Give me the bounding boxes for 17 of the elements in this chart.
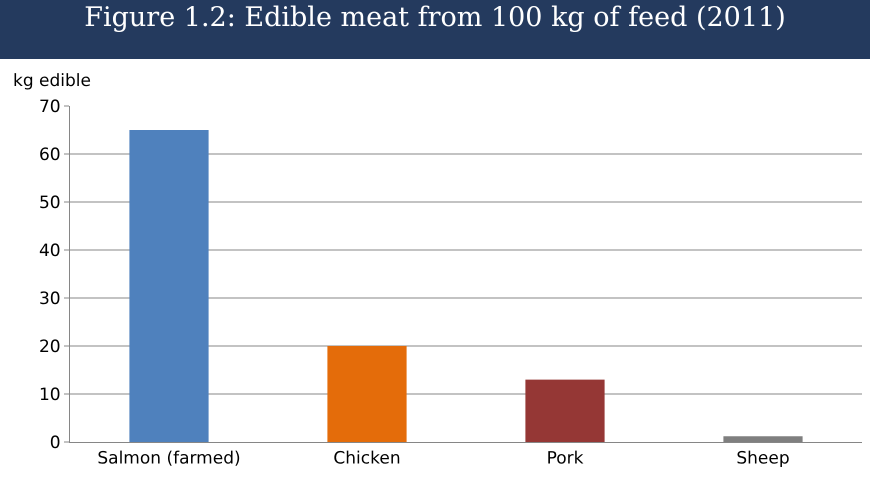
y-tick-label: 10 [38, 384, 61, 405]
y-tick-label: 0 [50, 432, 61, 453]
bar [129, 130, 209, 442]
bar [525, 380, 605, 442]
y-tick-label: 60 [38, 144, 61, 165]
y-tick-label: 50 [38, 192, 61, 213]
x-tick-label: Salmon (farmed) [97, 448, 241, 468]
y-tick-label: 40 [38, 240, 61, 261]
y-axis-title: kg edible [13, 71, 91, 91]
x-tick-label: Pork [546, 448, 584, 468]
x-tick-label: Sheep [736, 448, 790, 468]
chart-title: Figure 1.2: Edible meat from 100 kg of feed (2011) [84, 2, 786, 34]
bar [327, 346, 407, 442]
y-tick-label: 20 [38, 336, 61, 357]
x-tick-label: Chicken [333, 448, 401, 468]
y-tick-label: 70 [38, 96, 61, 117]
y-tick-label: 30 [38, 288, 61, 309]
